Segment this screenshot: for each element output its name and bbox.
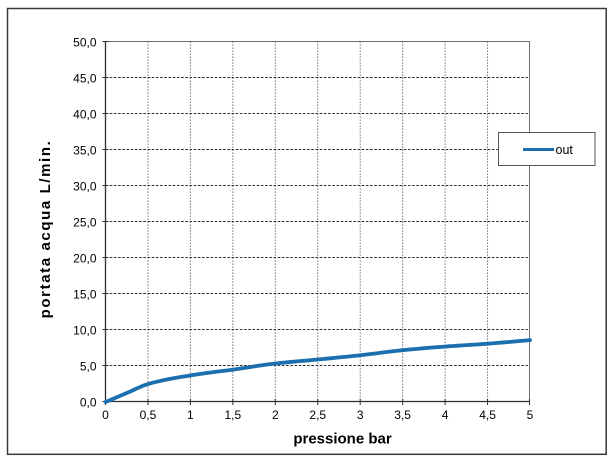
svg-text:0: 0 bbox=[102, 408, 109, 422]
svg-text:50,0: 50,0 bbox=[73, 35, 97, 49]
svg-text:5,0: 5,0 bbox=[80, 359, 97, 373]
svg-text:1,5: 1,5 bbox=[225, 408, 242, 422]
svg-text:0,0: 0,0 bbox=[80, 395, 97, 409]
svg-text:1: 1 bbox=[187, 408, 194, 422]
svg-text:4,5: 4,5 bbox=[479, 408, 496, 422]
svg-text:20,0: 20,0 bbox=[73, 251, 97, 265]
svg-text:25,0: 25,0 bbox=[73, 215, 97, 229]
svg-text:portata acqua L/min.: portata acqua L/min. bbox=[37, 140, 54, 319]
svg-text:15,0: 15,0 bbox=[73, 287, 97, 301]
svg-text:3,5: 3,5 bbox=[394, 408, 411, 422]
svg-text:0,5: 0,5 bbox=[140, 408, 157, 422]
svg-text:3: 3 bbox=[357, 408, 364, 422]
svg-text:out: out bbox=[556, 143, 574, 157]
svg-text:5: 5 bbox=[527, 408, 534, 422]
svg-text:4: 4 bbox=[442, 408, 449, 422]
svg-text:30,0: 30,0 bbox=[73, 179, 97, 193]
svg-text:2: 2 bbox=[272, 408, 279, 422]
svg-text:10,0: 10,0 bbox=[73, 323, 97, 337]
svg-text:40,0: 40,0 bbox=[73, 107, 97, 121]
svg-text:2,5: 2,5 bbox=[309, 408, 326, 422]
svg-text:35,0: 35,0 bbox=[73, 143, 97, 157]
svg-text:pressione bar: pressione bar bbox=[293, 431, 392, 448]
svg-text:45,0: 45,0 bbox=[73, 71, 97, 85]
